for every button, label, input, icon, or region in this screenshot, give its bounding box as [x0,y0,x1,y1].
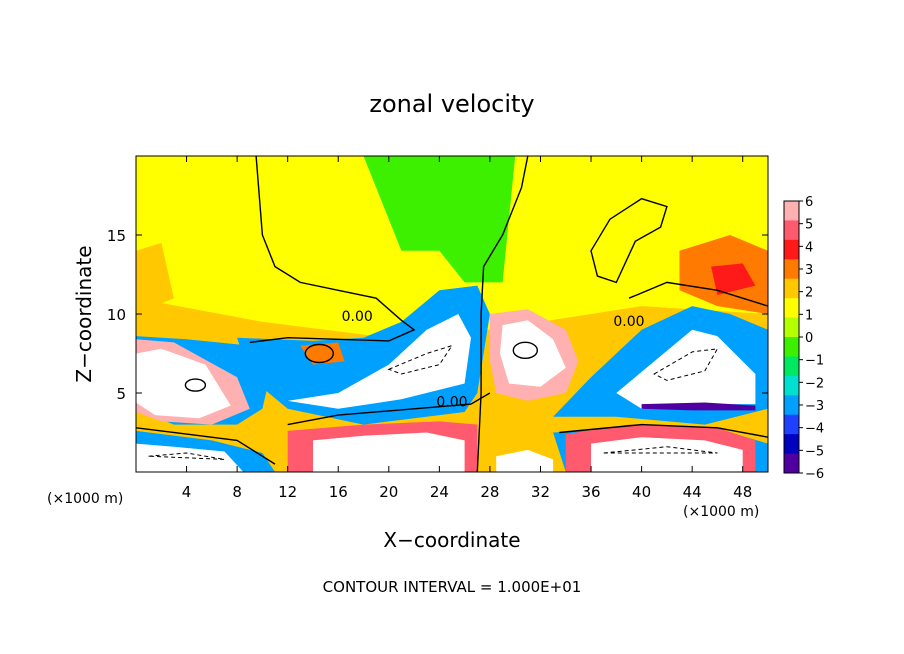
contour-interval-note: CONTOUR INTERVAL = 1.000E+01 [323,578,582,596]
contour-zero-bottom-right [559,423,768,438]
contour-zero-center [476,156,529,472]
y-tick-label: 10 [107,306,126,324]
x-tick-label: 28 [480,483,499,501]
x-tick-label: 12 [278,483,297,501]
field-core-bottom-left [136,443,244,472]
colorbar-label: −1 [805,354,824,369]
colorbar-label: 0 [805,331,813,346]
x-tick-label: 40 [632,483,651,501]
contour-zero-right [628,281,768,307]
field-core-bottom-center [496,449,554,472]
chart-title: zonal velocity [369,90,534,118]
colorbar-label: 4 [805,240,813,255]
colorbar-swatch [784,317,799,338]
y-axis-label: Z−coordinate [72,245,96,382]
contour-label: 0.00 [436,394,467,410]
contour-positive-left [184,378,207,392]
x-tick-label: 44 [683,483,702,501]
colorbar-swatch [784,453,799,474]
colorbar-label: −2 [805,376,824,391]
colorbar-swatch [784,414,799,435]
contour-negative-right [653,348,719,381]
x-axis-label: X−coordinate [383,528,520,552]
x-tick-label: 32 [531,483,550,501]
colorbar-swatch [784,356,799,377]
contour-zero-bottom-left [136,427,276,465]
colorbar-swatch [784,337,799,357]
y-tick-label: 15 [107,227,126,245]
field-core-center [500,320,566,387]
field-region-upper-cyan [363,156,516,283]
field-region-right-core [711,263,756,295]
plot-area: 0.00 0.00 0.00 [136,156,768,472]
colorbar-swatch [784,375,799,396]
colorbar-swatch [784,220,799,241]
x-tick-label: 4 [182,483,192,501]
colorbar-swatch [784,298,799,319]
contour-zero-left [249,156,416,344]
y-tick-label: 5 [116,385,126,403]
contour-negative-bottom-right [603,446,718,454]
colorbar-swatch [784,278,799,299]
contour-zero-upper-right [590,197,668,284]
colorbar-swatch [784,434,799,455]
colorbar-swatch [784,239,799,260]
y-axis: 5 10 15 [107,227,768,403]
field-region-purple-right [641,402,756,411]
field-region-left-warm [136,242,174,314]
colorbar: 6 5 4 3 2 1 0 −1 −2 −3 −4 −5 −6 [783,195,824,482]
x-tick-label: 48 [733,483,752,501]
contour-label: 0.00 [342,309,373,325]
x-axis-unit-left: (×1000 m) [47,491,123,507]
contour-positive-center [512,341,539,360]
field-core-mid [287,314,471,409]
contour-zero-lower [287,392,491,426]
colorbar-label: −5 [805,444,824,459]
colorbar-swatch [784,201,799,221]
contour-label: 0.00 [613,314,644,330]
colorbar-label: −3 [805,399,824,414]
colorbar-swatch [784,395,799,416]
x-tick-label: 8 [232,483,242,501]
field-core-right [616,329,756,409]
colorbar-label: 5 [805,218,813,233]
x-axis: 4 8 12 16 20 24 28 32 36 40 44 48 [182,156,752,501]
field-core-bottom-right [591,437,743,472]
colorbar-label: 3 [805,263,813,278]
x-tick-label: 36 [581,483,600,501]
colorbar-label: −4 [805,422,824,437]
colorbar-swatch [784,259,799,280]
contour-negative-bottom-left [148,452,225,460]
field-core-left [136,348,231,419]
colorbar-label: 1 [805,308,813,323]
colorbar-label: −6 [805,467,824,482]
colorbar-label: 6 [805,195,813,210]
x-tick-label: 16 [329,483,348,501]
field-core-bottom-mid [313,432,465,472]
x-tick-label: 24 [430,483,449,501]
contour-negative-mid [387,344,454,375]
x-tick-label: 20 [379,483,398,501]
colorbar-label: 2 [805,286,813,301]
field-region-small-orange [300,342,345,365]
x-axis-unit-right: (×1000 m) [683,504,759,520]
contour-positive-small [304,343,334,364]
